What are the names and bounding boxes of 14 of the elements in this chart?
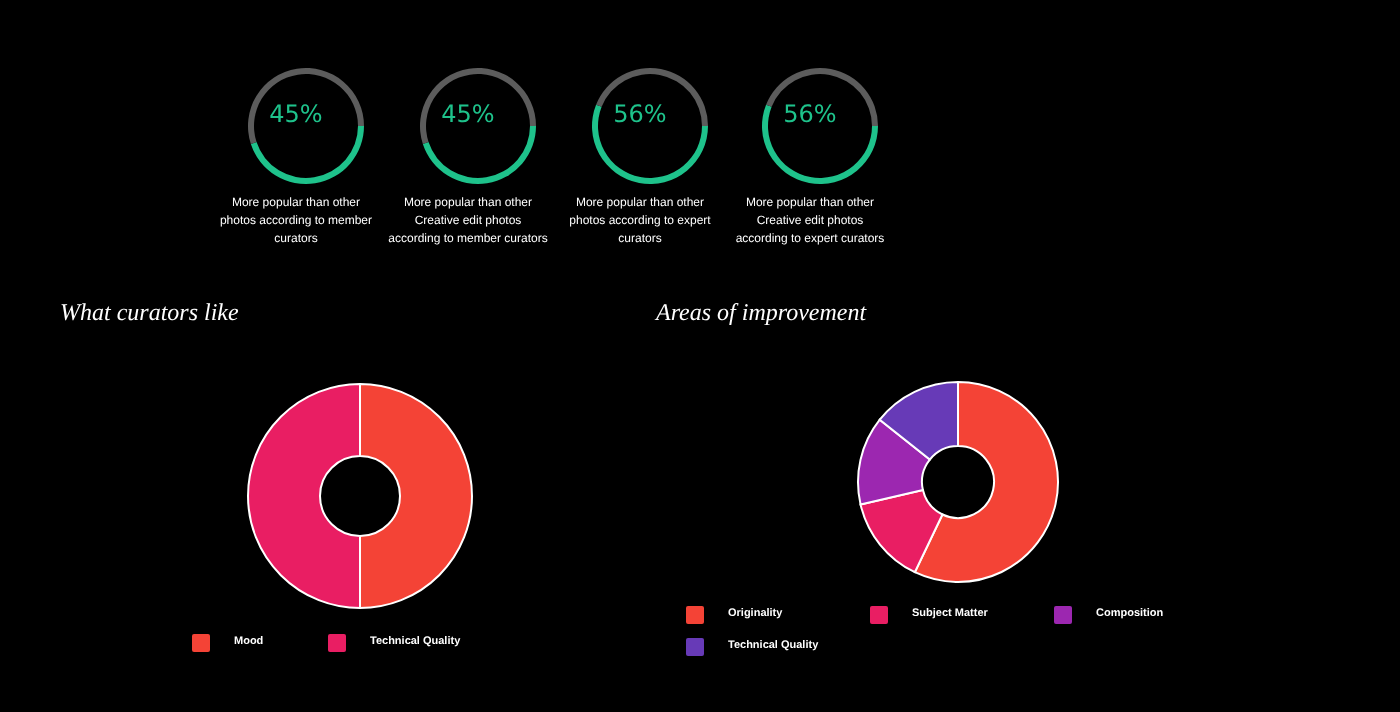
donut-slice [766, 68, 878, 126]
text: 45% [439, 100, 497, 128]
donut-slice [592, 104, 708, 184]
chart-title: Areas of improvement [656, 298, 867, 328]
donut-slice [596, 68, 708, 126]
text: 56% [611, 100, 669, 128]
donut-slice [762, 104, 878, 184]
chart-title: What curators like [60, 298, 239, 328]
donut-slice [250, 126, 364, 184]
donut-slice [422, 126, 536, 184]
text: 45% [267, 100, 325, 128]
donut-slice [420, 68, 536, 144]
text: 56% [781, 100, 839, 128]
donut-slice [248, 68, 364, 144]
